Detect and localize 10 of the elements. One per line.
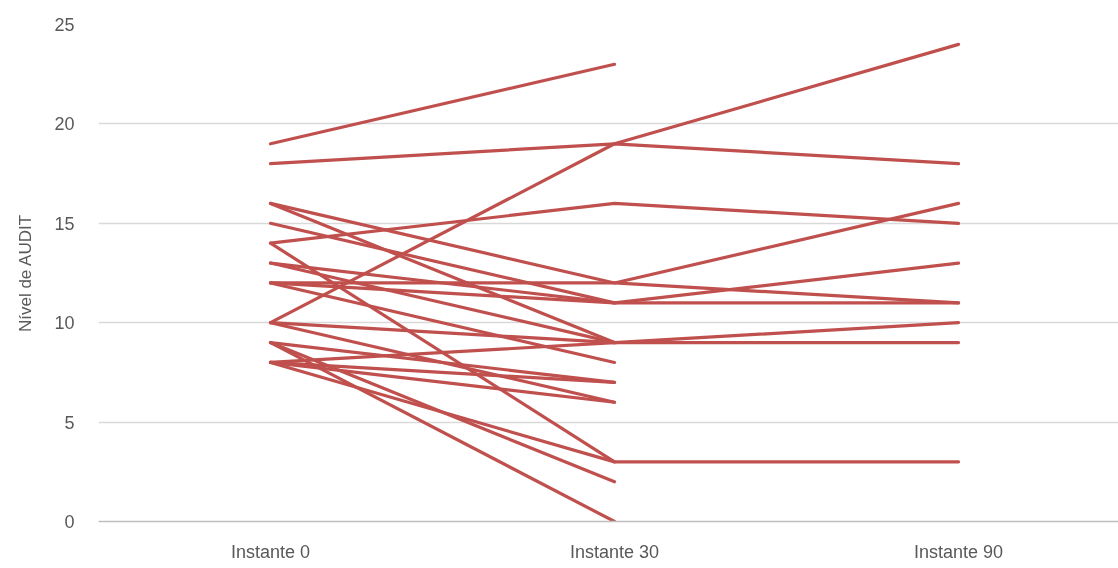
y-tick-label: 20 bbox=[54, 114, 75, 135]
y-axis-title: Nível de AUDIT bbox=[16, 214, 36, 333]
x-tick-label: Instante 90 bbox=[914, 541, 1004, 562]
y-tick-label: 10 bbox=[54, 313, 75, 334]
y-tick-label: 5 bbox=[64, 412, 75, 433]
y-tick-label: 15 bbox=[54, 213, 75, 234]
y-tick-label: 25 bbox=[54, 15, 75, 35]
x-tick-label: Instante 0 bbox=[230, 541, 311, 562]
y-tick-label: 0 bbox=[64, 512, 75, 532]
x-tick-label: Instante 30 bbox=[569, 541, 660, 562]
